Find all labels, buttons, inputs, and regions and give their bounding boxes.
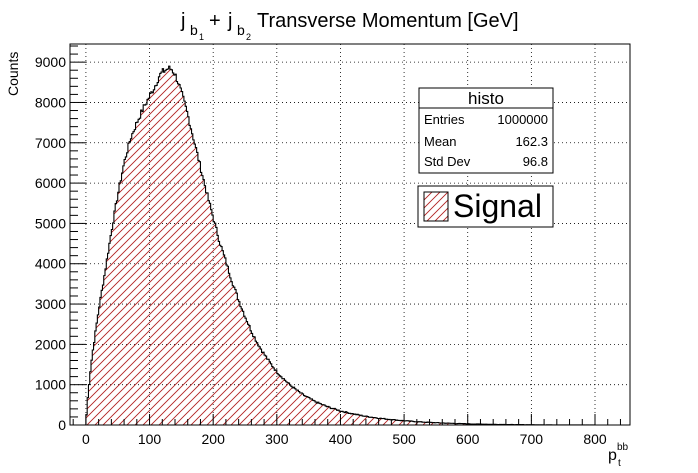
histogram-series-signal [85,65,596,425]
stats-mean-label: Mean [424,134,457,149]
title-j2: j [227,10,232,32]
x-axis-title-sub: t [618,458,621,469]
x-tick-label: 800 [583,431,607,447]
x-tick-label: 100 [138,431,162,447]
x-axis-title-base: p [608,447,617,464]
y-tick-label: 1000 [35,377,66,393]
y-axis: 0 1000 2000 3000 4000 5000 6000 7000 8000 9000 [35,45,86,433]
x-tick-label: 400 [329,431,353,447]
title-b1-index: 1 [199,32,204,42]
y-tick-label: 6000 [35,175,66,191]
chart-title: j b 1 + j b 2 Transverse Momentum [GeV] [180,10,519,42]
title-j1: j [180,10,185,32]
title-b2: b [237,22,245,38]
stats-stddev-value: 96.8 [523,154,548,169]
x-tick-label: 200 [202,431,226,447]
y-tick-label: 7000 [35,135,66,151]
y-tick-label: 9000 [35,54,66,70]
x-axis-title: p t bb [608,442,629,469]
stats-entries-label: Entries [424,112,465,127]
stats-box: histo Entries 1000000 Mean 162.3 Std Dev… [418,87,554,174]
x-tick-label: 600 [456,431,480,447]
x-axis: 0 100 200 300 400 500 600 700 800 [72,414,621,447]
y-tick-label: 2000 [35,336,66,352]
y-tick-label: 3000 [35,296,66,312]
legend-label-signal: Signal [453,188,542,224]
title-rest: Transverse Momentum [GeV] [257,10,519,32]
title-plus: + [209,10,221,32]
stats-title: histo [468,89,504,108]
y-tick-label: 8000 [35,94,66,110]
title-b1: b [190,22,198,38]
y-tick-label: 4000 [35,256,66,272]
x-tick-label: 700 [520,431,544,447]
stats-mean-value: 162.3 [515,134,548,149]
y-tick-label: 5000 [35,215,66,231]
title-b2-index: 2 [246,32,251,42]
grid-lines [70,44,630,425]
y-tick-label: 0 [58,417,66,433]
x-tick-label: 500 [392,431,416,447]
y-axis-title: Counts [5,52,21,96]
legend-swatch-signal [423,191,449,222]
x-tick-label: 0 [82,431,90,447]
legend: Signal [417,185,554,228]
histogram-bars-signal [85,65,596,425]
x-axis-title-sup: bb [617,442,629,453]
x-tick-label: 300 [265,431,289,447]
stats-stddev-label: Std Dev [424,154,471,169]
stats-entries-value: 1000000 [497,112,548,127]
